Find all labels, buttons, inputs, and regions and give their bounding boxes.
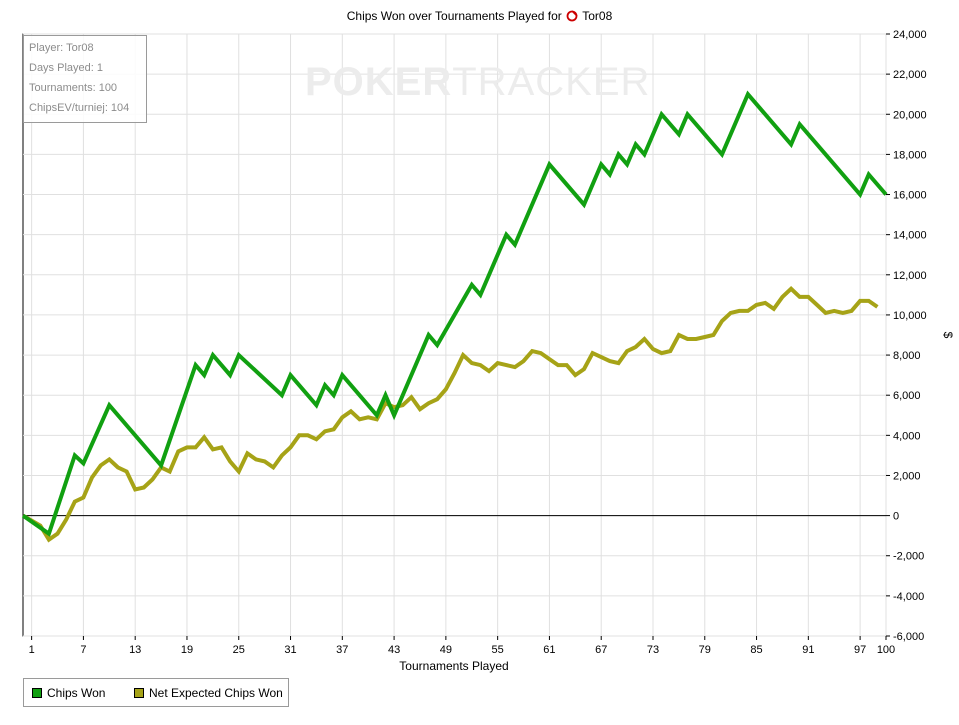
chart-title: Chips Won over Tournaments Played for To… (0, 9, 959, 25)
x-tick-label: 67 (595, 644, 607, 656)
x-tick-label: 37 (336, 644, 348, 656)
y-tick-label: -2,000 (893, 551, 924, 563)
info-days-played: Days Played: 1 (29, 62, 103, 74)
legend-label-net-expected: Net Expected Chips Won (149, 686, 283, 700)
x-tick-label: 7 (80, 644, 86, 656)
x-tick-label: 1 (29, 644, 35, 656)
legend-swatch-net-expected (134, 688, 144, 698)
stats-info-box: Player: Tor08 Days Played: 1 Tournaments… (23, 35, 147, 123)
x-tick-label: 85 (750, 644, 762, 656)
chips-won-line (21, 90, 888, 537)
legend-item-net-expected[interactable]: Net Expected Chips Won (134, 686, 283, 700)
y-tick-label: -6,000 (893, 631, 924, 643)
chart-title-player: Tor08 (582, 9, 613, 23)
legend-item-chips-won[interactable]: Chips Won (32, 686, 105, 700)
y-tick-label: 18,000 (893, 149, 927, 161)
y-tick-label: 20,000 (893, 109, 927, 121)
pokertracker-watermark: POKERTRACKER (305, 60, 651, 104)
chart-title-text: Chips Won over Tournaments Played for (346, 9, 562, 23)
x-tick-label: 73 (647, 644, 659, 656)
y-tick-label: 10,000 (893, 310, 927, 322)
y-tick-label: 24,000 (893, 29, 927, 41)
x-tick-label: 19 (181, 644, 193, 656)
info-chipsev: ChipsEV/turniej: 104 (29, 102, 130, 114)
x-tick-label: 79 (699, 644, 711, 656)
x-tick-label: 43 (388, 644, 400, 656)
y-tick-label: 12,000 (893, 270, 927, 282)
legend-label-chips-won: Chips Won (47, 686, 106, 700)
y-axis-ticks: -6,000 -4,000 -2,000 0 2,000 4,000 6,000 8,000 1… (886, 29, 927, 643)
y-tick-label: 8,000 (893, 350, 921, 362)
x-tick-label: 55 (492, 644, 504, 656)
x-tick-label: 31 (284, 644, 296, 656)
x-axis-label: Tournaments Played (399, 659, 508, 673)
x-tick-label: 25 (233, 644, 245, 656)
pokerstars-site-icon (566, 10, 578, 25)
x-tick-label: 49 (440, 644, 452, 656)
y-tick-label: 14,000 (893, 230, 927, 242)
y-tick-label: 2,000 (893, 470, 921, 482)
x-tick-label: 61 (543, 644, 555, 656)
plot-area (22, 33, 887, 637)
y-axis-label: $ (941, 332, 955, 339)
chart-legend: Chips Won Net Expected Chips Won (23, 678, 289, 707)
legend-swatch-chips-won (32, 688, 42, 698)
y-tick-label: 6,000 (893, 390, 921, 402)
x-tick-label: 13 (129, 644, 141, 656)
x-tick-label: 100 (877, 644, 895, 656)
x-axis-ticks: 1 7 13 19 25 31 37 43 49 55 61 67 73 79 85 91 97 100 (29, 636, 895, 656)
x-tick-label: 91 (802, 644, 814, 656)
info-tournaments: Tournaments: 100 (29, 82, 118, 94)
y-tick-label: 4,000 (893, 430, 921, 442)
y-tick-label: 22,000 (893, 69, 927, 81)
x-tick-label: 97 (854, 644, 866, 656)
net-expected-chips-won-line (21, 286, 879, 543)
y-tick-label: -4,000 (893, 591, 924, 603)
series-lines (21, 90, 888, 543)
grid-lines (23, 33, 887, 637)
info-player: Player: Tor08 (29, 42, 94, 54)
y-tick-label: 0 (893, 511, 899, 523)
y-tick-label: 16,000 (893, 190, 927, 202)
